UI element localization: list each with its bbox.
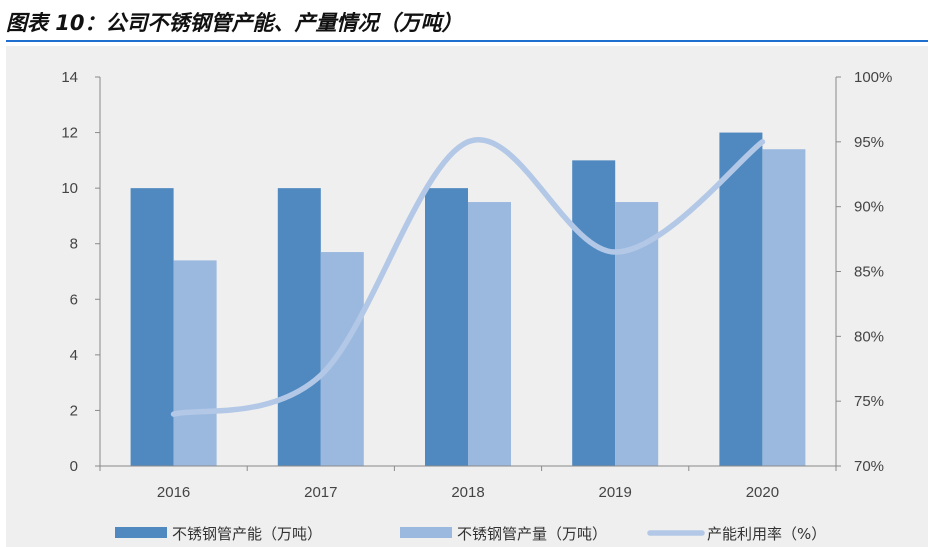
bar-capacity-2016 xyxy=(130,188,174,466)
y-tick-label-left: 12 xyxy=(61,125,78,142)
bar-capacity-2017 xyxy=(277,188,321,466)
y-tick-label-right: 90% xyxy=(854,199,884,216)
y-tick-label-right: 100% xyxy=(854,69,892,86)
legend: 不锈钢管产能（万吨） 不锈钢管产量（万吨） 产能利用率（%） xyxy=(115,525,826,543)
bar-capacity-2020 xyxy=(719,132,763,467)
legend-production-swatch xyxy=(400,527,452,538)
legend-production: 不锈钢管产量（万吨） xyxy=(400,525,607,543)
figure-title: 图表 10：公司不锈钢管产能、产量情况（万吨） xyxy=(6,6,928,42)
y-tick-label-right: 85% xyxy=(854,264,884,281)
bar-production-2018 xyxy=(468,202,511,467)
y-tick-label-left: 0 xyxy=(70,458,78,475)
y-tick-label-left: 4 xyxy=(70,347,78,364)
bars-layer xyxy=(130,132,806,467)
axes-layer: 0 2 4 6 8 10 12 14 70% 75% 80% 85% 90% 95% 100% 2016 201… xyxy=(61,69,892,501)
y-tick-label-left: 2 xyxy=(70,402,78,419)
y-tick-label-left: 6 xyxy=(70,291,78,308)
legend-utilization-label: 产能利用率（%） xyxy=(707,525,826,543)
x-tick-label: 2018 xyxy=(451,484,484,501)
y-tick-label-right: 80% xyxy=(854,328,884,345)
y-tick-label-left: 8 xyxy=(70,236,78,253)
legend-capacity-swatch xyxy=(115,527,167,538)
x-tick-label: 2016 xyxy=(157,484,190,501)
legend-capacity: 不锈钢管产能（万吨） xyxy=(115,525,322,543)
y-tick-label-right: 75% xyxy=(854,393,884,410)
bar-capacity-2018 xyxy=(425,188,468,466)
legend-production-label: 不锈钢管产量（万吨） xyxy=(457,525,607,543)
line-layer xyxy=(170,136,766,417)
y-tick-label-right: 95% xyxy=(854,134,884,151)
legend-utilization: 产能利用率（%） xyxy=(647,525,826,543)
bar-production-2020 xyxy=(762,149,806,466)
y-tick-label-right: 70% xyxy=(854,458,884,475)
y-tick-label-left: 10 xyxy=(61,180,78,197)
bar-capacity-2019 xyxy=(572,160,616,466)
x-tick-label: 2020 xyxy=(746,484,779,501)
x-tick-label: 2019 xyxy=(599,484,632,501)
legend-capacity-label: 不锈钢管产能（万吨） xyxy=(172,525,322,543)
bar-production-2017 xyxy=(320,252,364,466)
bar-production-2016 xyxy=(173,260,217,466)
y-tick-label-left: 14 xyxy=(61,69,78,86)
x-tick-label: 2017 xyxy=(304,484,337,501)
